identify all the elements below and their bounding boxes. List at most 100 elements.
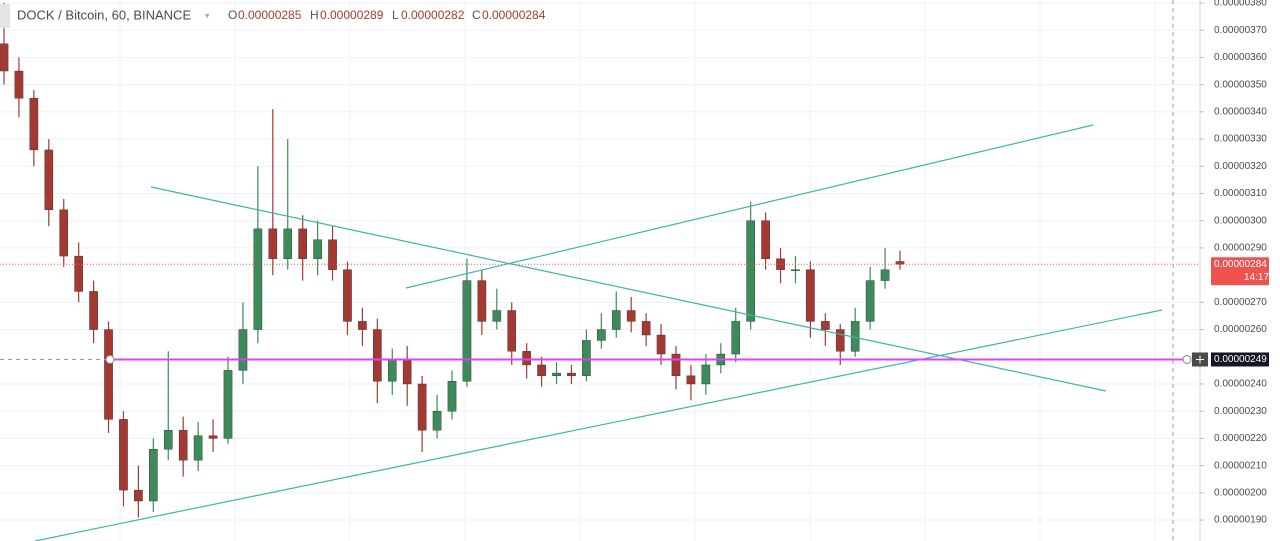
candle-body (791, 269, 800, 271)
y-tick-label: 0.00000380 (1214, 0, 1267, 9)
candle-body (582, 340, 591, 377)
ohlc-value: 0.00000284 (482, 8, 546, 22)
candle-body (821, 321, 830, 330)
candle-body (253, 228, 263, 330)
candle-body (656, 334, 666, 355)
candle-body (417, 383, 427, 431)
candle-body (313, 239, 322, 259)
candle-body (552, 372, 561, 377)
y-tick-label: 0.00000350 (1214, 79, 1267, 90)
candle-body (328, 239, 337, 270)
candle-body (238, 329, 248, 371)
symbol-title[interactable]: DOCK / Bitcoin, 60, BINANCE (17, 7, 191, 22)
candle-body (507, 310, 517, 352)
candle-body (59, 209, 69, 257)
line-handle (1182, 354, 1192, 364)
candle-body (134, 489, 143, 502)
last-price-label: 0.00000284 (1214, 259, 1267, 270)
candle-body (432, 410, 442, 431)
y-tick-label: 0.00000230 (1214, 406, 1267, 417)
candle-body (626, 310, 636, 322)
y-tick-label: 0.00000330 (1214, 134, 1267, 145)
candle-body (358, 321, 367, 330)
candle-body (522, 351, 531, 366)
candle-body (746, 220, 755, 322)
candle-body (178, 430, 188, 461)
candle-body (880, 269, 890, 281)
candle-body (89, 291, 98, 330)
candle-body (373, 329, 382, 382)
y-tick-label: 0.00000240 (1214, 379, 1267, 390)
candle-body (29, 98, 39, 151)
candle-body (163, 430, 173, 450)
candle-body (343, 269, 352, 322)
price-grid (0, 2, 1200, 521)
y-tick-label: 0.00000310 (1214, 188, 1267, 199)
y-tick-label: 0.00000270 (1214, 297, 1267, 308)
candle-body (806, 269, 815, 322)
candle-body (671, 353, 681, 377)
y-tick-label: 0.00000320 (1214, 161, 1267, 172)
ohlc-value: 0.00000285 (238, 8, 302, 22)
ohlc-label: C (472, 8, 481, 22)
crosshair-price-label: 0.00000249 (1214, 354, 1267, 365)
candle-body (119, 419, 128, 491)
candle-body (537, 364, 546, 377)
candle-body (611, 310, 621, 330)
candle-body (597, 329, 606, 341)
candle-body (208, 435, 218, 439)
candle-body (701, 364, 711, 385)
ohlc-label: L (392, 8, 399, 22)
y-tick-label: 0.00000220 (1214, 433, 1267, 444)
y-tick-label: 0.00000190 (1214, 515, 1267, 526)
candle-body (865, 280, 875, 322)
candle-body (0, 43, 9, 72)
candle-body (104, 329, 113, 420)
candle-body (402, 359, 412, 385)
ohlc-value: 0.00000282 (401, 8, 465, 22)
candle-body (14, 70, 24, 99)
y-tick-label: 0.00000300 (1214, 215, 1267, 226)
trend-line (405, 124, 1094, 289)
y-tick-label: 0.00000290 (1214, 243, 1267, 254)
crosshair-price-box (1211, 352, 1269, 367)
candles (0, 2, 905, 518)
countdown-label: 14:17 (1244, 272, 1269, 283)
candle-body (477, 280, 487, 322)
y-tick-label: 0.00000260 (1214, 324, 1267, 335)
y-tick-label: 0.00000200 (1214, 487, 1267, 498)
candle-body (298, 228, 307, 259)
line-handle (105, 354, 115, 364)
time-grid (119, 0, 1156, 541)
ohlc-label: H (310, 8, 319, 22)
candle-body (761, 220, 770, 259)
candle-body (223, 370, 233, 439)
ohlc-label: O (228, 8, 237, 22)
candle-body (387, 359, 397, 382)
candle-body (193, 435, 203, 461)
candle-body (462, 280, 472, 382)
trend-line (34, 309, 1163, 541)
levels (0, 263, 1200, 364)
y-tick-label: 0.00000360 (1214, 52, 1267, 63)
dropdown-arrow[interactable]: ▾ (205, 10, 210, 20)
y-tick-label: 0.00000370 (1214, 25, 1267, 36)
candle-body (686, 375, 696, 385)
trend-line (150, 186, 1107, 392)
y-tick-label: 0.00000340 (1214, 106, 1267, 117)
candle-body (149, 449, 158, 502)
candle-body (492, 310, 502, 322)
candle-body (641, 321, 651, 336)
candle-body (447, 381, 457, 412)
candle-body (835, 329, 845, 352)
candle-body (731, 321, 741, 355)
legend-header: DOCK / Bitcoin, 60, BINANCE ▾ O 0.000002… (0, 4, 546, 28)
candle-body (283, 228, 293, 259)
trend-lines (34, 124, 1163, 541)
y-tick-label: 0.00000210 (1214, 460, 1267, 471)
candle-body (567, 372, 576, 377)
ohlc-value: 0.00000289 (320, 8, 384, 22)
drag-handle[interactable] (0, 4, 10, 28)
